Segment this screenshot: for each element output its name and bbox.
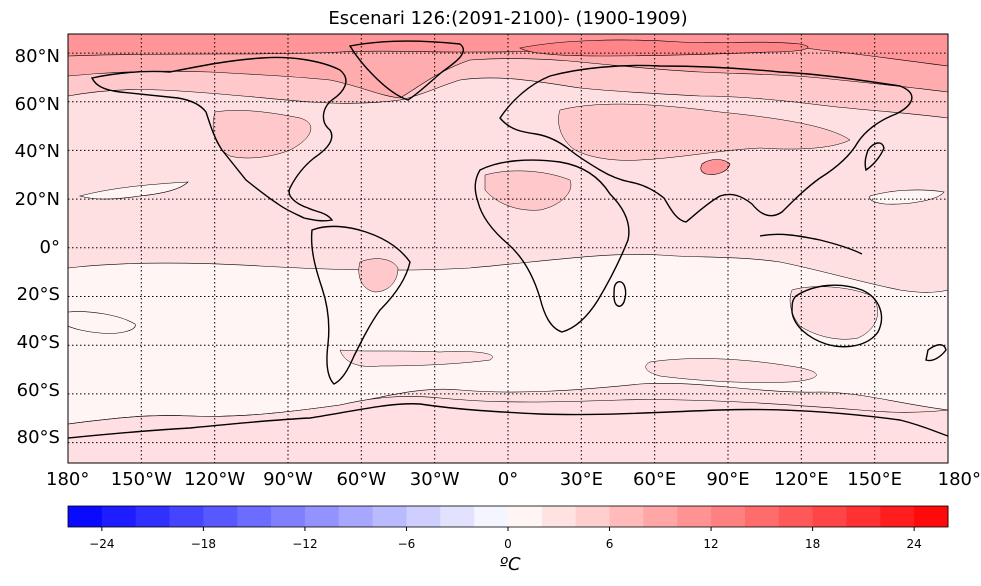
japan-coast <box>864 142 885 172</box>
eurasia-coast <box>499 64 913 223</box>
band-sahara-4-6 <box>484 170 572 211</box>
colorbar-segment <box>338 506 374 527</box>
colorbar-segment <box>237 506 272 527</box>
lat-label: 20°N <box>14 188 60 210</box>
colorbar-segment <box>744 506 780 527</box>
band-north-10-12 <box>519 39 809 57</box>
band-indian-0-2 <box>869 189 945 205</box>
colorbar-segment <box>846 506 881 527</box>
lat-label: 0° <box>39 236 60 258</box>
colorbar-segment <box>711 506 746 527</box>
colorbar-segment <box>68 506 103 527</box>
lon-label: 30°W <box>409 469 460 490</box>
lat-label: 40°S <box>16 331 60 353</box>
colorbar-segment <box>914 506 949 527</box>
lon-label: 30°E <box>559 469 603 490</box>
colorbar-tick-label: 6 <box>605 537 614 551</box>
newzealand-coast <box>925 344 947 362</box>
colorbar-tick-label: 18 <box>804 537 821 551</box>
band-pacific-0-2 <box>68 311 136 334</box>
south-america-coast <box>310 225 411 385</box>
colorbar-segment <box>541 506 577 527</box>
colorbar-segment <box>135 506 171 527</box>
lon-label: 60°W <box>336 469 387 490</box>
map-frame <box>67 33 949 464</box>
colorbar-segment <box>575 506 611 527</box>
graticule <box>68 34 948 463</box>
greenland-coast <box>348 40 465 101</box>
band-australia-2-4 <box>789 286 878 340</box>
lat-label: 40°N <box>14 141 60 163</box>
colorbar-segment <box>372 506 407 527</box>
lon-label: 90°W <box>263 469 313 490</box>
map-title: Escenari 126:(2091-2100)- (1900-1909) <box>328 8 688 29</box>
lon-label: 60°E <box>633 469 677 490</box>
colorbar-segment <box>440 506 475 527</box>
colorbar-segment <box>677 506 712 527</box>
indonesia-coast <box>759 233 863 255</box>
lon-label: 120°E <box>773 469 829 490</box>
colorbar-tick-label: −24 <box>89 537 115 551</box>
lon-label: 150°E <box>847 469 903 490</box>
band-samerica-4-6 <box>358 258 399 293</box>
colorbar-tick-label: −18 <box>190 537 217 551</box>
lon-label: 150°W <box>110 469 172 490</box>
colorbar-segment <box>609 506 644 527</box>
lon-label: 180° <box>937 469 981 490</box>
lat-label: 60°N <box>14 93 60 115</box>
colorbar-tick-label: −12 <box>292 537 318 551</box>
lat-label: 80°S <box>16 427 60 449</box>
colorbar-segment <box>101 506 137 527</box>
band-tibet-8-10 <box>700 159 731 175</box>
colorbar-segment <box>169 506 204 527</box>
colorbar-segment <box>643 506 678 527</box>
north-america-coast <box>90 56 347 222</box>
colorbar-unit: ºC <box>499 554 521 575</box>
lat-label: 20°S <box>16 284 60 306</box>
lat-label: 60°S <box>16 379 60 401</box>
colorbar-segment <box>474 506 509 527</box>
colorbar <box>68 506 949 531</box>
colorbar-segment <box>508 506 543 527</box>
colorbar-segment <box>304 506 340 527</box>
colorbar-segment <box>812 506 847 527</box>
band-pacific-south-2-4 <box>645 358 817 383</box>
lon-label: 120°W <box>184 469 246 490</box>
colorbar-segment <box>203 506 238 527</box>
colorbar-tick-label: 24 <box>906 537 922 551</box>
colorbar-segment <box>880 506 915 527</box>
colorbar-tick-label: 0 <box>504 537 512 551</box>
lon-label: 0° <box>497 469 519 490</box>
band-argentina-2-4 <box>339 349 493 367</box>
australia-coast <box>791 284 883 348</box>
colorbar-segment <box>406 506 441 527</box>
colorbar-tick-label: 12 <box>703 537 719 551</box>
colorbar-tick-label: −6 <box>397 537 416 551</box>
coastlines <box>68 40 948 439</box>
madagascar-coast <box>613 281 627 307</box>
colorbar-frame <box>67 505 949 528</box>
antarctica-coast <box>68 403 948 439</box>
lon-label: 180° <box>46 469 90 490</box>
colorbar-segment <box>271 506 306 527</box>
africa-coast <box>474 159 630 333</box>
lon-label: 90°E <box>706 469 750 490</box>
lat-label: 80°N <box>14 45 60 67</box>
colorbar-segment <box>778 506 814 527</box>
